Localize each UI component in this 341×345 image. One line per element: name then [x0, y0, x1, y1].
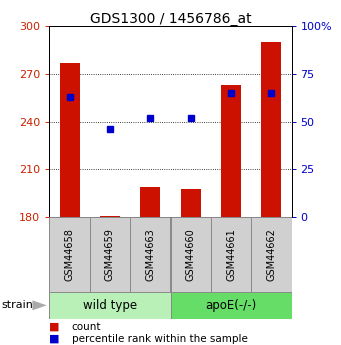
- Text: GSM44663: GSM44663: [145, 228, 155, 281]
- Text: strain: strain: [2, 300, 33, 310]
- Text: ■: ■: [49, 334, 60, 344]
- Bar: [211, 217, 251, 292]
- Text: GSM44659: GSM44659: [105, 228, 115, 281]
- Polygon shape: [32, 300, 47, 310]
- Bar: [181, 189, 201, 217]
- Text: GSM44661: GSM44661: [226, 228, 236, 281]
- Text: count: count: [72, 322, 101, 332]
- Bar: [170, 292, 292, 319]
- Bar: [221, 85, 241, 217]
- Text: percentile rank within the sample: percentile rank within the sample: [72, 334, 248, 344]
- Bar: [90, 217, 130, 292]
- Text: GSM44660: GSM44660: [186, 228, 196, 281]
- Text: apoE(-/-): apoE(-/-): [205, 299, 257, 312]
- Text: GDS1300 / 1456786_at: GDS1300 / 1456786_at: [90, 12, 251, 26]
- Bar: [261, 42, 281, 217]
- Text: wild type: wild type: [83, 299, 137, 312]
- Text: GSM44662: GSM44662: [266, 228, 276, 281]
- Bar: [100, 216, 120, 217]
- Text: ■: ■: [49, 322, 60, 332]
- Bar: [49, 292, 170, 319]
- Bar: [140, 187, 160, 217]
- Bar: [170, 217, 211, 292]
- Bar: [130, 217, 170, 292]
- Bar: [251, 217, 292, 292]
- Text: GSM44658: GSM44658: [65, 228, 75, 281]
- Bar: [60, 62, 80, 217]
- Bar: [49, 217, 90, 292]
